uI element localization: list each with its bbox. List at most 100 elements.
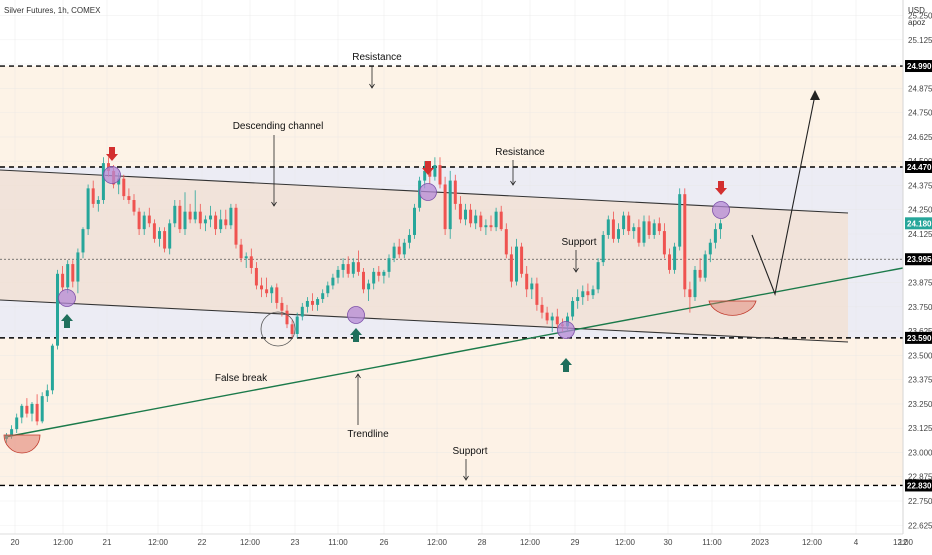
candle-7 bbox=[40, 396, 44, 422]
price-tag-4 bbox=[905, 331, 932, 344]
sell-arrow-down-icon-0 bbox=[106, 147, 118, 161]
pivot-circle-0 bbox=[103, 166, 121, 184]
candle-5 bbox=[30, 403, 34, 414]
candle-59 bbox=[305, 300, 309, 307]
candle-129 bbox=[662, 231, 666, 255]
candle-100 bbox=[515, 246, 518, 282]
candle-29 bbox=[152, 223, 156, 239]
candle-117 bbox=[601, 234, 605, 263]
candle-8 bbox=[45, 390, 49, 397]
candle-94 bbox=[484, 225, 488, 228]
candle-70 bbox=[362, 271, 365, 290]
price-tick-label-9: 24.125 bbox=[908, 230, 932, 239]
price-tick-label-7: 24.375 bbox=[908, 181, 932, 190]
time-tick-label-9: 12:00 bbox=[427, 538, 448, 547]
candle-45 bbox=[234, 207, 238, 245]
price-tick-label-20: 22.750 bbox=[908, 497, 932, 506]
annotation-arrow-icon-2 bbox=[510, 180, 516, 186]
annotation-arrow-icon-3 bbox=[573, 267, 579, 273]
price-tick-label-11: 23.875 bbox=[908, 279, 932, 288]
candle-64 bbox=[331, 277, 335, 286]
candle-37 bbox=[193, 211, 197, 220]
candle-48 bbox=[249, 256, 253, 268]
candle-119 bbox=[611, 219, 615, 239]
trendline bbox=[4, 267, 904, 438]
time-tick-label-18: 4 bbox=[854, 538, 859, 547]
time-tick-label-7: 11:00 bbox=[328, 538, 348, 547]
bounce-highlight-right bbox=[708, 300, 757, 316]
candle-98 bbox=[504, 229, 508, 255]
time-tick-label-2: 21 bbox=[103, 538, 112, 547]
candle-39 bbox=[203, 219, 207, 224]
candle-10 bbox=[56, 273, 59, 346]
candle-67 bbox=[346, 264, 350, 274]
currency-label: USD bbox=[908, 6, 925, 15]
time-tick-label-0: 20 bbox=[11, 538, 20, 547]
annotation-1: Descending channel bbox=[233, 121, 324, 132]
buy-arrow-up-icon-1 bbox=[350, 328, 362, 342]
candle-72 bbox=[372, 271, 376, 284]
price-tag-0 bbox=[905, 60, 932, 73]
candle-9 bbox=[50, 345, 54, 391]
candle-78 bbox=[402, 242, 406, 255]
candle-87 bbox=[448, 180, 452, 230]
candle-2 bbox=[15, 417, 19, 430]
candle-66 bbox=[341, 264, 345, 270]
candle-101 bbox=[520, 246, 524, 274]
candle-120 bbox=[617, 229, 620, 239]
candle-50 bbox=[260, 285, 263, 290]
candle-49 bbox=[254, 267, 258, 286]
support-zone bbox=[0, 337, 903, 486]
time-tick-label-1: 12:00 bbox=[53, 538, 74, 547]
candle-18 bbox=[96, 200, 100, 204]
candle-103 bbox=[530, 283, 534, 290]
candle-111 bbox=[571, 300, 575, 317]
candle-134 bbox=[688, 289, 692, 298]
false-break-circle bbox=[260, 311, 296, 347]
price-tag-2 bbox=[905, 217, 932, 230]
candle-52 bbox=[270, 287, 274, 294]
candle-24 bbox=[127, 196, 131, 201]
price-tick-label-8: 24.250 bbox=[908, 206, 932, 215]
candle-133 bbox=[683, 194, 687, 290]
annotation-2: Resistance bbox=[495, 147, 545, 158]
candle-125 bbox=[642, 221, 646, 243]
candle-56 bbox=[290, 324, 294, 334]
candle-76 bbox=[392, 246, 396, 259]
candle-16 bbox=[86, 188, 90, 230]
price-tick-label-19: 22.875 bbox=[908, 473, 932, 482]
resistance-zone bbox=[0, 66, 903, 167]
annotation-arrow-icon-1 bbox=[271, 201, 277, 207]
candle-137 bbox=[703, 254, 707, 278]
candle-104 bbox=[535, 283, 539, 305]
price-tick-label-13: 23.625 bbox=[908, 327, 932, 336]
chart-title: Silver Futures, 1h, COMEX bbox=[4, 6, 101, 15]
candle-135 bbox=[693, 269, 697, 298]
candle-3 bbox=[20, 405, 24, 418]
mode-label: apoz bbox=[908, 18, 925, 27]
candle-79 bbox=[407, 234, 411, 243]
candle-91 bbox=[469, 209, 473, 224]
candle-62 bbox=[321, 293, 325, 300]
candle-1 bbox=[10, 429, 14, 435]
candle-25 bbox=[132, 200, 136, 212]
candle-127 bbox=[652, 223, 656, 235]
pivot-circle-2 bbox=[712, 201, 730, 219]
price-tick-label-12: 23.750 bbox=[908, 303, 932, 312]
candle-84 bbox=[433, 165, 437, 177]
candle-69 bbox=[356, 262, 360, 272]
annotation-3: Support bbox=[561, 237, 596, 248]
buy-arrow-up-icon-2 bbox=[560, 358, 572, 372]
price-tag-3 bbox=[905, 253, 932, 266]
candle-95 bbox=[489, 225, 493, 228]
candle-6 bbox=[35, 403, 39, 422]
price-tag-label-5: 22.830 bbox=[907, 481, 932, 490]
price-tick-label-3: 24.875 bbox=[908, 84, 932, 93]
candle-122 bbox=[627, 215, 631, 232]
time-tick-label-10: 28 bbox=[478, 538, 487, 547]
price-tick-label-0: 25.250 bbox=[908, 12, 932, 21]
candle-13 bbox=[71, 264, 75, 282]
candle-121 bbox=[622, 215, 626, 230]
price-tick-label-1: 25.125 bbox=[908, 36, 932, 45]
